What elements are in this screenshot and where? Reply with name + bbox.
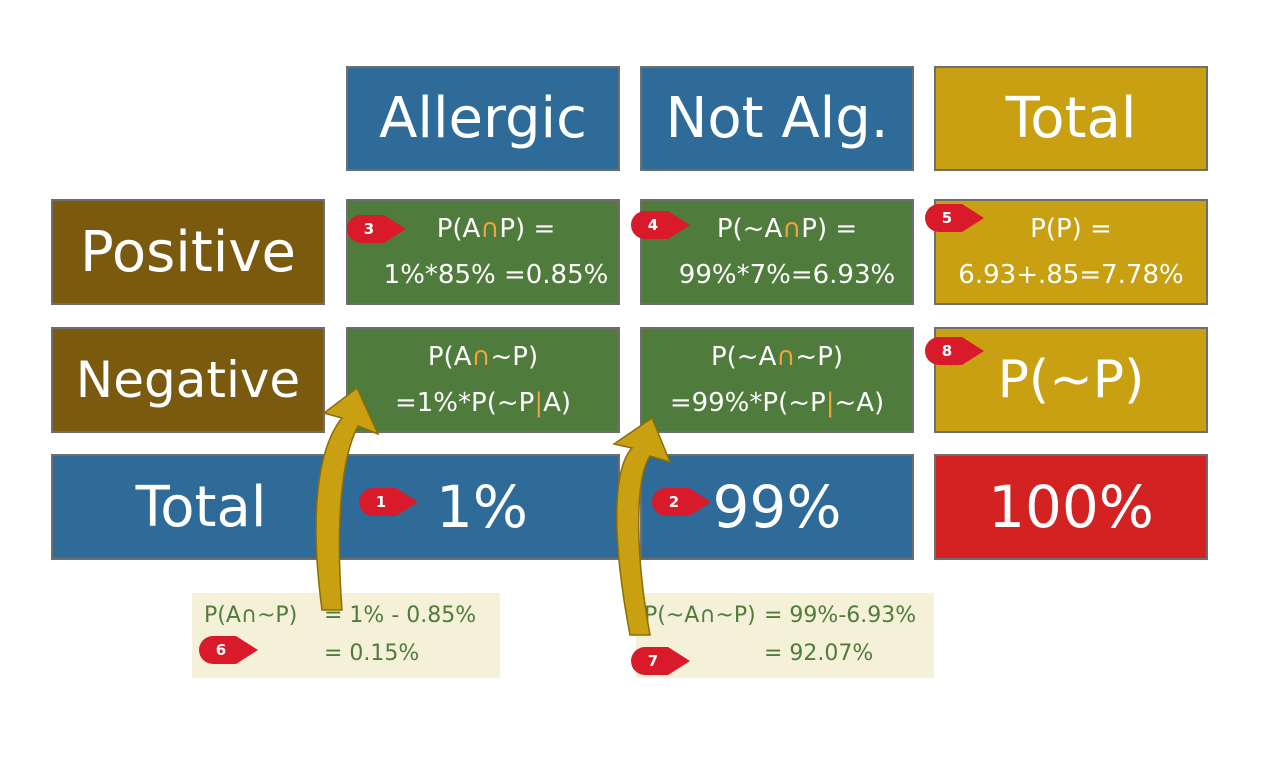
formula-text: P) =: [801, 214, 858, 244]
row-total-label: Total: [135, 474, 267, 540]
note-line: = 92.07%: [764, 641, 874, 666]
step-badge-1: 1: [358, 487, 422, 517]
header-total: Total: [934, 66, 1208, 171]
header-allergic-label: Allergic: [379, 86, 587, 151]
step-badge-7: 7: [630, 646, 694, 676]
formula-text: ~P): [490, 342, 539, 372]
badge-marker-icon: [359, 488, 418, 516]
formula-line: =99%*P(~P|~A): [670, 380, 884, 426]
badge-marker-icon: [347, 215, 406, 243]
intersection-symbol: ∩: [480, 214, 500, 244]
formula-line: P(A∩~P): [428, 334, 538, 380]
cell-total-total: 100%: [934, 454, 1208, 560]
given-symbol: |: [825, 388, 835, 418]
note-line: = 0.15%: [324, 641, 420, 666]
step-badge-2: 2: [651, 487, 715, 517]
formula-line: =1%*P(~P|A): [395, 380, 571, 426]
formula-result: 1%*85% =0.85%: [383, 260, 609, 290]
formula-result: 6.93+.85=7.78%: [958, 260, 1184, 290]
formula-text: P(A: [427, 342, 472, 372]
cell-positive-not-allergic: P(~A∩P) = 99%*7%=6.93%: [640, 199, 914, 305]
step-badge-3: 3: [346, 214, 410, 244]
step-badge-6: 6: [198, 635, 262, 665]
formula-text: =99%*P(~P: [669, 388, 826, 418]
intersection-symbol: ∩: [782, 214, 802, 244]
formula-text: P(~A: [716, 214, 783, 244]
intersection-symbol: ∩: [471, 342, 491, 372]
step-badge-8: 8: [924, 336, 988, 366]
cell-total-not-allergic-text: 99%: [712, 473, 842, 541]
note-line: = 1% - 0.85%: [324, 603, 477, 628]
cell-total-total-text: 100%: [988, 473, 1154, 541]
note-label: P(~A∩~P): [644, 603, 756, 628]
row-negative-label: Negative: [75, 351, 301, 409]
note-label: P(A∩~P): [204, 603, 298, 628]
badge-number: 7: [647, 652, 659, 670]
note-line: = 99%-6.93%: [764, 603, 917, 628]
cell-negative-total-text: P(~P): [997, 350, 1145, 410]
badge-number: 3: [363, 220, 375, 238]
header-allergic: Allergic: [346, 66, 620, 171]
formula-text: A): [543, 388, 572, 418]
formula-text: ~P): [795, 342, 844, 372]
badge-number: 5: [941, 209, 953, 227]
cell-negative-total: P(~P): [934, 327, 1208, 433]
cell-negative-not-allergic: P(~A∩~P) =99%*P(~P|~A): [640, 327, 914, 433]
step-badge-4: 4: [630, 210, 694, 240]
cell-positive-allergic: P(A∩P) = 1%*85% =0.85%: [346, 199, 620, 305]
formula-line: P(A∩P) =: [437, 206, 556, 252]
header-not-allergic: Not Alg.: [640, 66, 914, 171]
formula-line: P(P) =: [1030, 214, 1112, 244]
row-total: Total: [51, 454, 351, 560]
badge-marker-icon: [631, 211, 690, 239]
formula-text: P(A: [436, 214, 481, 244]
badge-marker-icon: [925, 204, 984, 232]
cell-negative-allergic: P(A∩~P) =1%*P(~P|A): [346, 327, 620, 433]
badge-number: 4: [647, 216, 659, 234]
badge-marker-icon: [199, 636, 258, 664]
header-not-allergic-label: Not Alg.: [665, 86, 889, 151]
formula-line: P(~A∩~P): [711, 334, 843, 380]
note-not-allergic-negative: P(~A∩~P) = 99%-6.93% = 92.07%: [636, 593, 934, 678]
row-positive-label: Positive: [80, 219, 296, 285]
formula-text: ~A): [834, 388, 885, 418]
badge-marker-icon: [631, 647, 690, 675]
intersection-symbol: ∩: [776, 342, 796, 372]
row-positive: Positive: [51, 199, 325, 305]
row-negative: Negative: [51, 327, 325, 433]
given-symbol: |: [534, 388, 544, 418]
badge-marker-icon: [652, 488, 711, 516]
cell-total-allergic-text: 1%: [435, 473, 528, 541]
header-total-label: Total: [1005, 86, 1137, 151]
formula-line: P(~A∩P) =: [717, 206, 857, 252]
badge-number: 8: [941, 342, 953, 360]
formula-text: =1%*P(~P: [394, 388, 535, 418]
badge-number: 6: [215, 641, 227, 659]
badge-number: 1: [375, 493, 387, 511]
step-badge-5: 5: [924, 203, 988, 233]
formula-text: P) =: [499, 214, 556, 244]
formula-result: 99%*7%=6.93%: [678, 260, 896, 290]
badge-number: 2: [668, 493, 680, 511]
formula-text: P(~A: [710, 342, 777, 372]
badge-marker-icon: [925, 337, 984, 365]
